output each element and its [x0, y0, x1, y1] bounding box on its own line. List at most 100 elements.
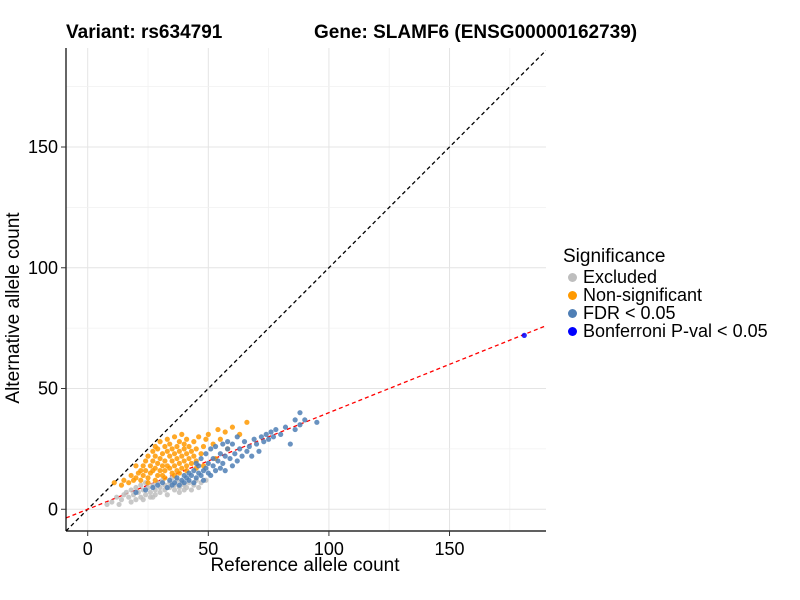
data-point-non-significant	[152, 465, 158, 471]
data-point-non-significant	[179, 465, 185, 471]
data-point-fdr-0-05	[249, 453, 255, 459]
data-point-fdr-0-05	[273, 426, 279, 433]
data-point-fdr-0-05	[314, 419, 320, 425]
data-point-fdr-0-05	[234, 434, 240, 440]
data-point-fdr-0-05	[215, 458, 221, 464]
data-point-fdr-0-05	[232, 451, 238, 457]
data-point-excluded	[118, 497, 125, 503]
data-point-excluded	[157, 489, 163, 495]
data-point-non-significant	[176, 460, 182, 466]
data-point-non-significant	[244, 419, 250, 425]
data-point-non-significant	[138, 477, 144, 483]
data-point-non-significant	[184, 463, 190, 469]
legend-label: Non-significant	[583, 284, 703, 305]
data-point-non-significant	[196, 434, 202, 440]
data-point-excluded	[133, 484, 139, 491]
data-point-fdr-0-05	[263, 431, 269, 437]
data-point-fdr-0-05	[268, 429, 274, 435]
data-point-non-significant	[193, 446, 199, 452]
data-point-non-significant	[162, 468, 168, 474]
data-point-non-significant	[140, 463, 146, 469]
data-point-fdr-0-05	[234, 458, 240, 464]
data-point-fdr-0-05	[159, 480, 166, 486]
data-point-fdr-0-05	[210, 455, 216, 462]
data-point-fdr-0-05	[205, 460, 211, 466]
data-point-fdr-0-05	[292, 417, 298, 423]
data-point-non-significant	[145, 475, 151, 481]
data-point-non-significant	[191, 439, 197, 445]
data-points	[104, 332, 527, 508]
legend-item-excluded: Excluded	[563, 267, 768, 287]
legend-label: Bonferroni P-val < 0.05	[583, 320, 768, 341]
x-tick-label: 100	[314, 539, 344, 559]
data-point-non-significant	[150, 458, 156, 464]
data-point-non-significant	[162, 443, 168, 450]
data-point-excluded	[114, 494, 120, 500]
data-point-non-significant	[155, 460, 161, 466]
data-point-non-significant	[140, 472, 146, 479]
data-point-fdr-0-05	[174, 475, 180, 481]
data-point-fdr-0-05	[164, 484, 170, 491]
data-point-non-significant	[205, 431, 211, 437]
data-point-non-significant	[164, 448, 170, 454]
data-point-fdr-0-05	[258, 434, 264, 440]
data-point-excluded	[142, 492, 149, 498]
data-point-fdr-0-05	[227, 455, 233, 462]
data-point-fdr-0-05	[186, 477, 192, 483]
data-point-non-significant	[171, 434, 178, 440]
data-point-fdr-0-05	[282, 424, 289, 430]
data-point-fdr-0-05	[220, 441, 226, 447]
data-point-fdr-0-05	[239, 453, 245, 459]
data-point-excluded	[150, 494, 156, 500]
x-axis-title: Reference allele count	[210, 555, 400, 576]
data-point-non-significant	[162, 458, 168, 464]
data-point-non-significant	[162, 475, 168, 481]
data-point-fdr-0-05	[193, 460, 199, 466]
data-point-non-significant	[176, 448, 182, 454]
data-point-non-significant	[164, 436, 170, 442]
axes: 0 50 100 150 0 50 100 150	[28, 48, 546, 559]
data-point-fdr-0-05	[198, 472, 204, 479]
data-point-non-significant	[174, 443, 180, 450]
data-point-fdr-0-05	[167, 477, 173, 483]
data-point-non-significant	[152, 453, 158, 459]
data-point-fdr-0-05	[198, 455, 204, 462]
data-point-non-significant	[142, 458, 149, 464]
data-point-fdr-0-05	[229, 441, 236, 447]
data-point-excluded	[126, 494, 132, 500]
data-point-non-significant	[198, 451, 204, 457]
data-point-fdr-0-05	[217, 465, 223, 471]
data-point-excluded	[116, 501, 122, 508]
data-point-non-significant	[203, 436, 209, 442]
data-point-fdr-0-05	[270, 434, 277, 440]
data-point-excluded	[128, 499, 134, 505]
data-point-non-significant	[150, 448, 156, 454]
data-point-fdr-0-05	[208, 446, 214, 452]
data-point-fdr-0-05	[191, 468, 197, 474]
data-point-non-significant	[145, 453, 151, 459]
data-point-non-significant	[167, 453, 173, 459]
x-tick-label: 150	[434, 539, 464, 559]
data-point-excluded	[196, 484, 202, 491]
data-point-fdr-0-05	[212, 468, 219, 474]
data-point-fdr-0-05	[222, 468, 228, 474]
data-point-excluded	[140, 497, 146, 503]
data-point-non-significant	[181, 441, 187, 447]
data-point-non-significant	[157, 468, 163, 474]
data-point-fdr-0-05	[193, 475, 199, 481]
y-tick-label: 0	[48, 499, 58, 519]
data-point-non-significant	[126, 480, 132, 486]
data-point-fdr-0-05	[222, 453, 228, 459]
data-point-non-significant	[111, 480, 117, 486]
data-point-fdr-0-05	[302, 417, 308, 423]
data-point-non-significant	[138, 468, 144, 474]
data-point-fdr-0-05	[292, 426, 298, 433]
data-point-non-significant	[159, 451, 166, 457]
y-tick-label: 150	[28, 137, 58, 157]
legend-dot-icon	[568, 272, 577, 282]
data-point-non-significant	[181, 458, 187, 464]
data-point-fdr-0-05	[203, 451, 209, 457]
data-point-non-significant	[171, 463, 178, 469]
data-point-fdr-0-05	[188, 472, 195, 479]
data-point-fdr-0-05	[297, 422, 303, 428]
